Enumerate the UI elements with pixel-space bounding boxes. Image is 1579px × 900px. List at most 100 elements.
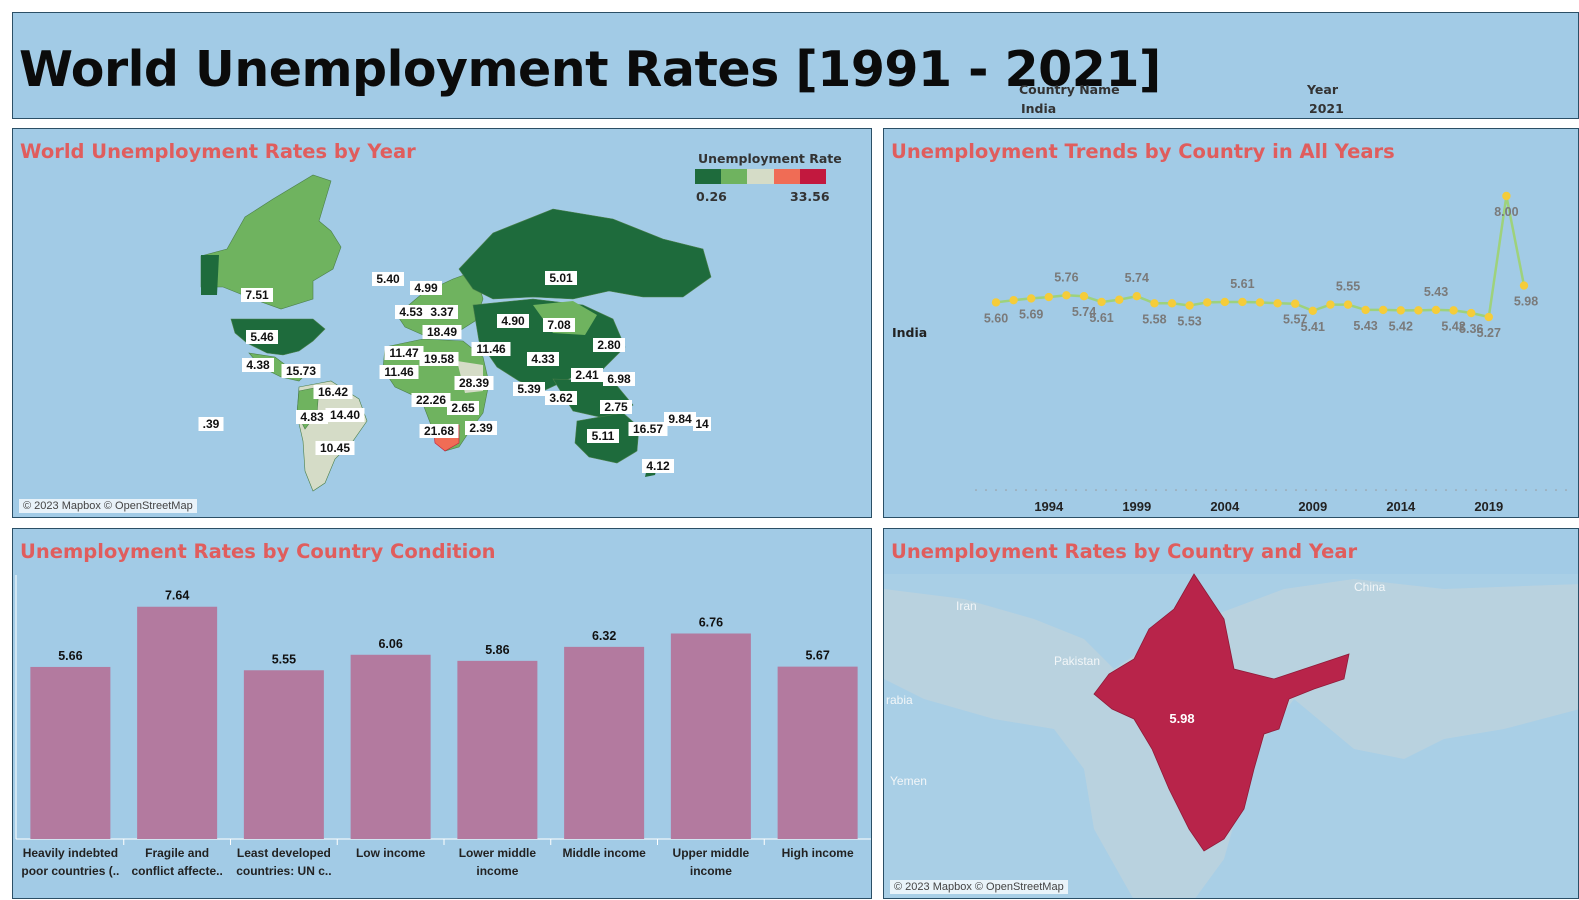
bar-category-label: income <box>476 864 518 878</box>
axis-dot <box>1035 489 1037 491</box>
map-label-bg <box>642 459 674 473</box>
trend-point[interactable] <box>1449 306 1458 315</box>
condition-bar[interactable] <box>350 654 431 839</box>
map-value-label: 4.99 <box>414 281 438 295</box>
x-tick-label: 2019 <box>1474 499 1503 514</box>
trend-point[interactable] <box>1203 298 1212 307</box>
country-filter-label: Country Name <box>1019 82 1120 97</box>
condition-bar[interactable] <box>564 646 645 839</box>
trend-point[interactable] <box>1220 297 1229 307</box>
axis-dot <box>1245 489 1247 491</box>
india-shape[interactable] <box>1093 573 1350 852</box>
trend-point[interactable] <box>1132 291 1141 301</box>
world-map-title: World Unemployment Rates by Year <box>20 140 416 163</box>
trend-value-label: 5.58 <box>1142 312 1166 326</box>
map-value-label: 5.11 <box>592 429 615 443</box>
x-tick-label: 2004 <box>1210 499 1240 514</box>
trend-point[interactable] <box>1326 300 1335 309</box>
trend-point[interactable] <box>1238 297 1247 307</box>
bar-category-label: High income <box>782 846 854 860</box>
trend-point[interactable] <box>1308 306 1317 316</box>
trend-point[interactable] <box>1291 299 1300 308</box>
greenland-region[interactable] <box>201 255 219 295</box>
axis-dot <box>1555 489 1557 491</box>
country-map[interactable]: 5.98 China Iran Pakistan rabia Yemen <box>884 529 1579 899</box>
axis-dot <box>1425 489 1427 491</box>
trend-point[interactable] <box>1431 305 1441 315</box>
trend-point[interactable] <box>1044 292 1053 302</box>
condition-bar[interactable] <box>457 660 538 839</box>
trend-point[interactable] <box>1062 291 1071 300</box>
country-filter-value[interactable]: India <box>1021 101 1057 116</box>
russia-region[interactable] <box>458 208 712 300</box>
map-value-label: 18.49 <box>427 325 457 339</box>
map-label-bg <box>571 368 603 382</box>
trend-point[interactable] <box>1027 294 1036 303</box>
condition-bar[interactable] <box>243 670 324 839</box>
trend-point[interactable] <box>1255 298 1265 307</box>
trend-point[interactable] <box>1414 306 1423 315</box>
trend-point[interactable] <box>1273 299 1282 308</box>
axis-dot <box>1365 489 1367 491</box>
condition-bar[interactable] <box>777 666 858 839</box>
bar-category-label: countries: UN c.. <box>236 864 331 878</box>
world-map-panel: World Unemployment Rates by Year Unemplo… <box>12 128 872 518</box>
map-label-bg <box>545 271 577 285</box>
map-value-label: 11.47 <box>389 346 419 360</box>
condition-bar[interactable] <box>30 666 111 839</box>
trend-point[interactable] <box>1519 281 1529 290</box>
trend-point[interactable] <box>1361 305 1370 315</box>
condition-bar-panel: Unemployment Rates by Country Condition … <box>12 528 872 899</box>
trend-point[interactable] <box>1502 191 1511 201</box>
trend-value-label: 5.41 <box>1301 320 1325 334</box>
condition-bar[interactable] <box>670 633 751 839</box>
axis-dot <box>1385 489 1387 491</box>
trend-point[interactable] <box>1379 305 1388 315</box>
trend-value-label: 5.57 <box>1283 313 1307 327</box>
axis-dot <box>1435 489 1437 491</box>
trend-line-chart[interactable]: 1994 1999 2004 2009 2014 2019 5.60 5.69 5.76 5.74… <box>884 129 1579 519</box>
trend-point[interactable] <box>1009 295 1018 305</box>
trend-point[interactable] <box>1167 299 1177 308</box>
trend-point[interactable] <box>1396 306 1405 315</box>
axis-dot <box>985 489 987 491</box>
trend-point[interactable] <box>1097 297 1106 307</box>
map-value-label: .39 <box>203 417 220 431</box>
map-value-label: 2.41 <box>575 368 599 382</box>
map-value-label: 16.57 <box>633 422 663 436</box>
trend-point[interactable] <box>1467 308 1476 318</box>
axis-dot <box>1195 489 1197 491</box>
legend-color-ramp[interactable] <box>695 169 827 184</box>
bar-category-label: Lower middle <box>459 846 537 860</box>
map-label-bg <box>593 338 625 352</box>
map-value-label: 2.75 <box>604 400 628 414</box>
map-label-bg <box>281 364 321 378</box>
trend-point[interactable] <box>1115 295 1124 304</box>
map-label-bg <box>325 408 365 422</box>
trend-value-label: 5.36 <box>1459 322 1483 336</box>
map-label-bg <box>372 272 404 286</box>
map-value-label: 9.84 <box>668 412 692 426</box>
trend-point[interactable] <box>1484 312 1493 322</box>
map-label-bg <box>693 417 711 431</box>
legend-swatch-1 <box>721 169 748 184</box>
trend-point[interactable] <box>1079 291 1089 301</box>
axis-dot <box>1335 489 1337 491</box>
country-map-panel: Unemployment Rates by Country and Year 5… <box>883 528 1579 899</box>
axis-dot <box>1185 489 1187 491</box>
trend-point[interactable] <box>991 298 1001 307</box>
axis-dot <box>1025 489 1027 491</box>
trend-point[interactable] <box>1343 300 1353 309</box>
trend-point[interactable] <box>1185 301 1194 310</box>
map-label-bg <box>198 417 224 431</box>
bar-value-label: 7.64 <box>165 589 189 603</box>
legend-max-value: 33.56 <box>790 189 830 204</box>
condition-bar-chart[interactable]: 5.66 Heavily indebted poor countries (.. 7.… <box>13 529 873 900</box>
year-filter-value[interactable]: 2021 <box>1309 101 1344 116</box>
axis-dot <box>1045 489 1047 491</box>
trend-point[interactable] <box>1150 299 1159 308</box>
map-credit: © 2023 Mapbox © OpenStreetMap <box>19 499 197 513</box>
bar-value-label: 5.67 <box>805 649 829 663</box>
condition-bar[interactable] <box>137 606 218 839</box>
